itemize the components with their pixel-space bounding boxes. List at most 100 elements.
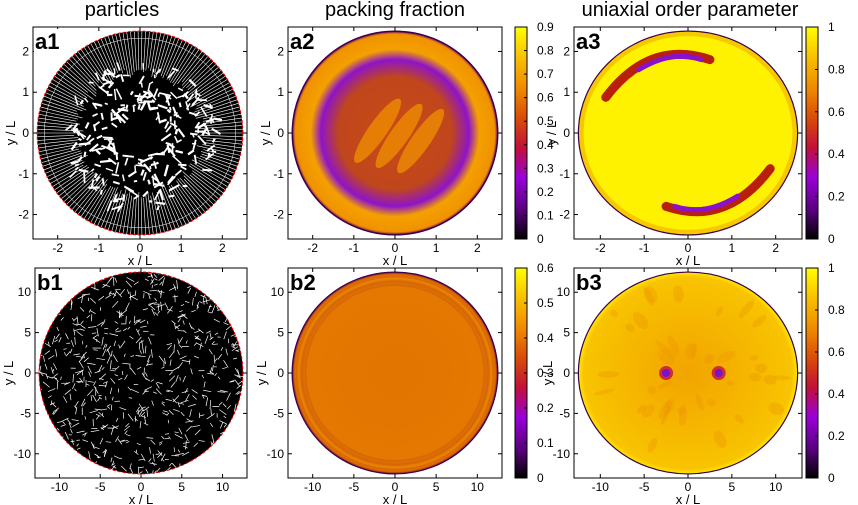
particle (180, 276, 183, 280)
particle (191, 133, 195, 138)
particle (82, 293, 91, 296)
particle (76, 443, 79, 447)
particle (222, 288, 230, 294)
defect-core (714, 369, 723, 377)
particle (244, 324, 251, 330)
particle (158, 118, 167, 124)
particle (105, 167, 114, 172)
particle (85, 383, 90, 386)
particle (134, 417, 138, 422)
particle (49, 303, 52, 308)
particle (133, 194, 137, 235)
particle (145, 378, 150, 382)
particle (235, 349, 240, 352)
particle (102, 468, 109, 474)
particle (111, 122, 118, 128)
particle (106, 200, 113, 212)
particle (182, 171, 218, 204)
particle (135, 336, 142, 344)
particle (125, 302, 130, 311)
particle (87, 365, 92, 374)
particle (39, 329, 43, 335)
particle (101, 366, 105, 370)
particle (113, 290, 118, 298)
particle (201, 463, 205, 471)
particle (236, 460, 239, 465)
particle (64, 174, 98, 207)
particle (87, 380, 94, 383)
particle (179, 177, 210, 212)
particle (165, 94, 172, 103)
particle (215, 464, 221, 471)
particle (79, 178, 108, 219)
particle (135, 406, 140, 413)
particle (139, 340, 144, 344)
particle (100, 427, 105, 431)
y-tick-label: -10 (553, 447, 571, 461)
particle (187, 62, 218, 90)
particle (113, 455, 119, 459)
x-tick-label: 1 (433, 241, 440, 255)
particle (160, 133, 172, 142)
particle (224, 288, 229, 293)
panel-a1: -2 -1 0 1 2 -2 -1 0 1 2 x / L y / L a1 (3, 26, 248, 268)
panel-b2: -10 -5 0 5 10 -10 -5 0 5 10 x / L y / L b2 0 0.1 0.2 0.3… (254, 261, 554, 505)
particle (153, 283, 158, 286)
particle (231, 311, 235, 318)
particle (171, 67, 179, 72)
particle (177, 93, 187, 99)
ring (44, 37, 236, 229)
particle (72, 374, 74, 383)
particle (48, 469, 52, 474)
order-streak (610, 309, 619, 318)
cavity-disk (39, 272, 243, 474)
particle (130, 467, 134, 474)
particle (229, 379, 235, 383)
particle (106, 90, 109, 95)
x-tick-label: 0 (138, 480, 145, 494)
order-streak (655, 340, 668, 353)
particle (236, 471, 243, 474)
particle (214, 332, 219, 336)
column-title: particles (85, 0, 159, 21)
x-tick-label: 2 (219, 241, 226, 255)
particle (103, 449, 106, 457)
particle (158, 441, 163, 444)
particle (46, 84, 84, 105)
particle (47, 388, 56, 392)
particle (208, 305, 212, 308)
particle (125, 441, 130, 444)
particle (150, 473, 156, 474)
colorbar-tick-label: 0.8 (828, 303, 845, 317)
particle (139, 157, 152, 164)
particle (181, 390, 189, 394)
particle (218, 401, 223, 406)
particle (168, 286, 177, 291)
particle (239, 419, 243, 428)
particle (193, 442, 199, 447)
particle (100, 84, 105, 89)
order-streak (625, 323, 635, 333)
particle (241, 340, 243, 348)
particle (37, 435, 38, 442)
particle (90, 441, 95, 450)
particle (195, 78, 230, 99)
particle (39, 150, 81, 164)
particle (189, 163, 230, 188)
particle (171, 272, 174, 278)
particle (82, 183, 108, 221)
particle (117, 107, 129, 112)
y-tick-label: 10 (18, 285, 32, 299)
heatmap (578, 272, 798, 474)
particle (166, 39, 188, 80)
particle (42, 381, 50, 388)
particle (100, 36, 116, 74)
colorbar-tick-label: 0.2 (828, 429, 845, 443)
particle (112, 354, 118, 363)
particle (230, 448, 234, 450)
particle (44, 342, 51, 348)
particle (114, 288, 121, 291)
particle (223, 331, 227, 340)
particle (82, 432, 88, 436)
particle (187, 149, 195, 156)
